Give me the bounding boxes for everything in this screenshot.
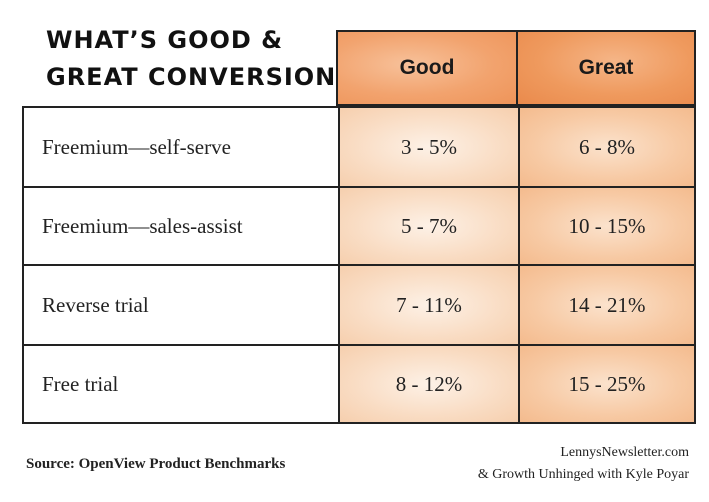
good-value: 3 - 5% (338, 108, 518, 186)
table-row: Reverse trial 7 - 11% 14 - 21% (22, 264, 696, 346)
credit-coauthor: & Growth Unhinged with Kyle Poyar (477, 467, 689, 482)
column-header-good: Good (336, 30, 518, 106)
good-value: 8 - 12% (338, 346, 518, 422)
great-value: 10 - 15% (518, 188, 694, 264)
credit-site: LennysNewsletter.com (560, 445, 689, 460)
source-note: Source: OpenView Product Benchmarks (26, 456, 286, 472)
row-label: Freemium—sales-assist (24, 188, 338, 264)
credit-block: LennysNewsletter.com & Growth Unhinged w… (478, 442, 689, 486)
good-value: 5 - 7% (338, 188, 518, 264)
row-label: Free trial (24, 346, 338, 422)
good-value: 7 - 11% (338, 266, 518, 344)
great-value: 6 - 8% (518, 108, 694, 186)
title-line-2: GREAT CONVERSION? (46, 63, 352, 91)
table-row: Freemium—self-serve 3 - 5% 6 - 8% (22, 106, 696, 188)
great-value: 15 - 25% (518, 346, 694, 422)
row-label: Reverse trial (24, 266, 338, 344)
table-row: Freemium—sales-assist 5 - 7% 10 - 15% (22, 186, 696, 266)
column-header-great: Great (516, 30, 696, 106)
row-label: Freemium—self-serve (24, 108, 338, 186)
page-title: WHAT’S GOOD & GREAT CONVERSION? (46, 22, 352, 96)
great-value: 14 - 21% (518, 266, 694, 344)
title-line-1: WHAT’S GOOD & (46, 26, 284, 54)
table-row: Free trial 8 - 12% 15 - 25% (22, 344, 696, 424)
